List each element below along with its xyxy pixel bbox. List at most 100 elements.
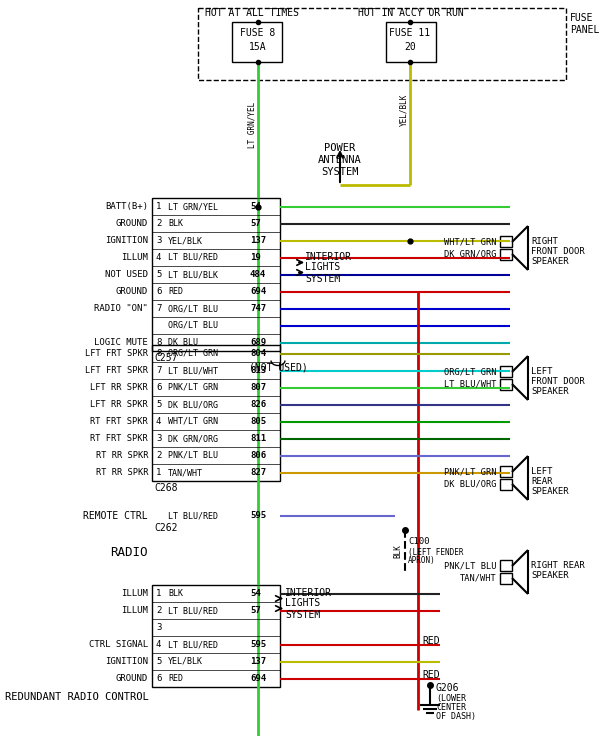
Text: PNK/LT GRN: PNK/LT GRN [444,467,497,476]
Text: RIGHT REAR: RIGHT REAR [531,562,585,570]
Text: G206: G206 [436,683,460,693]
Bar [500,236,512,247]
Text: LT GRN/YEL: LT GRN/YEL [168,202,218,211]
Text: DK GRN/ORG: DK GRN/ORG [444,250,497,258]
Text: 5: 5 [156,657,161,666]
Text: 595: 595 [250,640,266,649]
Text: DK GRN/ORG: DK GRN/ORG [168,434,218,443]
Text: 54: 54 [250,589,261,598]
Text: SPEAKER: SPEAKER [531,387,568,397]
Text: LT BLU/BLK: LT BLU/BLK [168,270,218,279]
Text: IGNITION: IGNITION [105,657,148,666]
Text: DK BLU/ORG: DK BLU/ORG [168,400,218,409]
Text: PNK/LT BLU: PNK/LT BLU [168,451,218,460]
Text: INTERIOR: INTERIOR [285,587,332,598]
Text: BLK: BLK [393,544,402,558]
Bar [500,466,512,477]
Text: LT BLU/RED: LT BLU/RED [168,640,218,649]
Text: 804: 804 [250,349,266,358]
Text: 3: 3 [156,236,161,245]
Text: YEL/BLK: YEL/BLK [168,236,203,245]
Text: 813: 813 [250,366,266,375]
Text: OF DASH): OF DASH) [436,712,476,721]
Text: LT BLU/RED: LT BLU/RED [168,512,218,520]
Text: LOGIC MUTE: LOGIC MUTE [94,338,148,347]
Text: PNK/LT GRN: PNK/LT GRN [168,383,218,392]
Text: (LOWER: (LOWER [436,693,466,702]
Text: DK BLU/ORG: DK BLU/ORG [444,479,497,489]
Text: ILLUM: ILLUM [121,589,148,598]
Bar [500,379,512,390]
Text: BLK: BLK [168,219,183,228]
Bar [500,479,512,490]
Text: CTRL SIGNAL: CTRL SIGNAL [89,640,148,649]
Text: IGNITION: IGNITION [105,236,148,245]
Text: REDUNDANT RADIO CONTROL: REDUNDANT RADIO CONTROL [5,692,149,702]
Text: 5: 5 [156,270,161,279]
Text: LT BLU/WHT: LT BLU/WHT [444,380,497,389]
Text: 57: 57 [250,606,261,615]
Text: NOT USED: NOT USED [105,270,148,279]
Text: RT FRT SPKR: RT FRT SPKR [90,417,148,426]
Text: RED: RED [422,670,440,680]
Text: 2: 2 [156,606,161,615]
Text: PANEL: PANEL [570,25,599,35]
Text: C268: C268 [154,483,178,493]
Bar [500,573,512,584]
Text: SYSTEM: SYSTEM [305,274,340,283]
Text: 6: 6 [156,287,161,296]
Text: 4: 4 [156,253,161,262]
Text: RED: RED [422,636,440,646]
Text: 6: 6 [156,674,161,683]
Text: 4: 4 [156,417,161,426]
Text: 57: 57 [250,219,261,228]
Text: 20: 20 [404,42,416,52]
Text: TAN/WHT: TAN/WHT [168,468,203,477]
Text: 747: 747 [250,304,266,313]
Text: RED: RED [168,674,183,683]
Text: YEL/BLK: YEL/BLK [399,93,409,126]
Text: LT BLU/RED: LT BLU/RED [168,253,218,262]
Text: FUSE 8: FUSE 8 [240,28,275,38]
Text: 805: 805 [250,417,266,426]
Text: ORG/LT GRN: ORG/LT GRN [168,349,218,358]
Text: LIGHTS: LIGHTS [285,598,320,609]
Text: 54: 54 [250,202,261,211]
Text: 694: 694 [250,674,266,683]
Text: CENTER: CENTER [436,702,466,712]
Text: ILLUM: ILLUM [121,253,148,262]
Text: LFT RR SPKR: LFT RR SPKR [90,383,148,392]
Text: REMOTE CTRL: REMOTE CTRL [83,511,148,521]
Text: GROUND: GROUND [116,674,148,683]
Text: LT BLU/RED: LT BLU/RED [168,606,218,615]
Text: BLK: BLK [168,589,183,598]
Text: 1: 1 [156,589,161,598]
Text: ANTENNA: ANTENNA [318,155,362,165]
Text: SPEAKER: SPEAKER [531,487,568,497]
Bar [500,249,512,260]
Text: RT RR SPKR: RT RR SPKR [95,451,148,460]
Text: 2: 2 [156,219,161,228]
Bar [152,198,280,351]
Text: ILLUM: ILLUM [121,606,148,615]
Text: 7: 7 [156,366,161,375]
Text: C257: C257 [154,353,178,363]
Text: 137: 137 [250,236,266,245]
Text: RADIO "ON": RADIO "ON" [94,304,148,313]
Text: FUSE 11: FUSE 11 [390,28,430,38]
Text: 3: 3 [156,623,161,632]
Text: 689: 689 [250,338,266,347]
Text: HOT AT ALL TIMES: HOT AT ALL TIMES [205,8,299,18]
Text: LEFT: LEFT [531,367,553,377]
Text: 1: 1 [156,468,161,477]
Text: RT RR SPKR: RT RR SPKR [95,468,148,477]
Text: 811: 811 [250,434,266,443]
Text: RIGHT: RIGHT [531,238,558,247]
Text: 137: 137 [250,657,266,666]
Text: 827: 827 [250,468,266,477]
Text: GROUND: GROUND [116,287,148,296]
Text: 484: 484 [250,270,266,279]
Text: FUSE: FUSE [570,13,593,23]
Text: (LEFT FENDER: (LEFT FENDER [408,548,463,556]
Text: WHT/LT GRN: WHT/LT GRN [168,417,218,426]
